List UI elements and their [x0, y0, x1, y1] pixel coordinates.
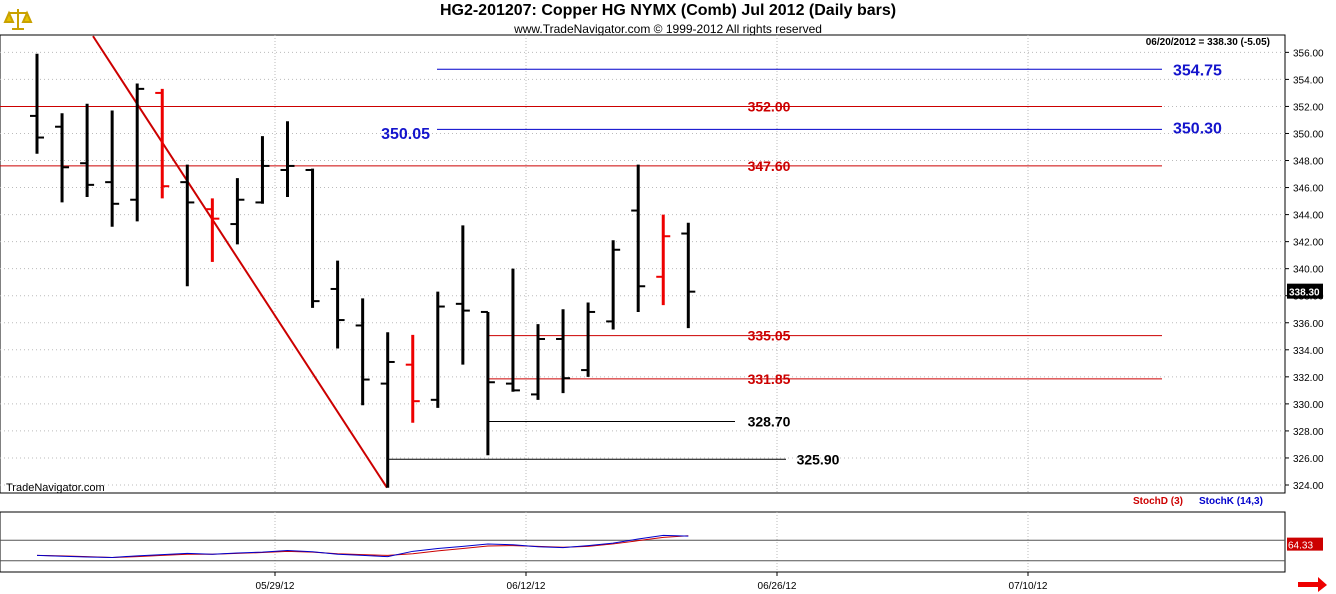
last-price-label: 338.30 [1289, 288, 1320, 299]
red-right-arrow-icon[interactable] [1298, 577, 1327, 592]
level-label-328-70: 328.70 [748, 413, 791, 429]
date-axis: 05/29/12 06/12/12 06/26/12 07/10/12 [256, 572, 1048, 592]
price-tick-label: 332.00 [1293, 373, 1324, 384]
levels-layer: 354.75 352.00 350.30 350.05 347.60 335.05 331.… [0, 62, 1222, 467]
price-tick-label: 342.00 [1293, 238, 1324, 249]
last-price-box [1287, 283, 1323, 299]
ohlc-bar [230, 178, 245, 245]
ohlc-bar [105, 110, 120, 227]
ohlc-bar [205, 198, 220, 262]
trend-layer [92, 35, 388, 489]
price-tick-label: 356.00 [1293, 48, 1324, 59]
stochk-legend: StochK (14,3) [1199, 496, 1263, 507]
stoch-value-label: 64.33 [1288, 541, 1313, 552]
ohlc-bar [606, 240, 621, 330]
ohlc-bar [480, 310, 495, 456]
stochd-legend: StochD (3) [1133, 496, 1183, 507]
ohlc-bar [255, 136, 270, 204]
price-tick-label: 354.00 [1293, 75, 1324, 86]
level-label-335-05: 335.05 [748, 328, 791, 344]
ohlc-bar [180, 164, 195, 287]
ohlc-bar [380, 332, 395, 488]
ohlc-bar [505, 268, 520, 392]
stochastic-panel: 7564.33 [0, 534, 1323, 562]
ohlc-bar [556, 309, 571, 394]
chart-title: HG2-201207: Copper HG NYMX (Comb) Jul 20… [439, 2, 897, 19]
ohlc-bar [631, 164, 646, 312]
price-tick-label: 346.00 [1293, 184, 1324, 195]
date-tick-label: 05/29/12 [256, 581, 295, 592]
price-tick-label: 330.00 [1293, 400, 1324, 411]
ohlc-bar [455, 225, 470, 365]
price-tick-label: 340.00 [1293, 265, 1324, 276]
ohlc-bar [155, 88, 170, 199]
level-label-352-00: 352.00 [748, 98, 791, 114]
ohlc-bar [80, 103, 95, 198]
ohlc-bar [355, 298, 370, 406]
price-tick-label: 350.00 [1293, 129, 1324, 140]
price-tick-label: 344.00 [1293, 211, 1324, 222]
watermark: TradeNavigator.com [6, 482, 105, 494]
price-tick-label: 324.00 [1293, 481, 1324, 492]
price-tick-label: 336.00 [1293, 319, 1324, 330]
downtrend-line [92, 35, 388, 489]
date-tick-label: 06/26/12 [758, 581, 797, 592]
ohlc-bar [430, 291, 445, 408]
price-tick-label: 334.00 [1293, 346, 1324, 357]
level-label-354-75: 354.75 [1173, 62, 1222, 79]
level-label-331-85: 331.85 [748, 371, 791, 387]
ohlc-bar [581, 302, 596, 377]
ohlc-bar [305, 168, 320, 308]
ohlc-bar [30, 53, 44, 154]
price-tick-label: 328.00 [1293, 427, 1324, 438]
copyright-notice: www.TradeNavigator.com © 1999-2012 All r… [514, 22, 822, 36]
price-tick-label: 348.00 [1293, 157, 1324, 168]
stochk-line [36, 534, 689, 558]
gold-scale-logo-icon [3, 6, 33, 34]
level-label-325-90: 325.90 [797, 451, 840, 467]
ohlc-bar [405, 334, 420, 423]
level-label-350-30: 350.30 [1173, 120, 1222, 137]
level-label-350-05: 350.05 [381, 126, 430, 143]
stoch-panel-frame [0, 511, 1286, 573]
price-tick-label: 352.00 [1293, 102, 1324, 113]
level-label-347-60: 347.60 [748, 158, 791, 174]
price-bars [30, 53, 696, 488]
price-axis: 324.00 326.00 328.00 330.00 332.00 334.00 336.… [1285, 48, 1324, 492]
price-tick-label: 326.00 [1293, 454, 1324, 465]
ohlc-bar [531, 324, 545, 400]
date-tick-label: 06/12/12 [507, 581, 546, 592]
date-tick-label: 07/10/12 [1009, 581, 1048, 592]
ohlc-bar [130, 83, 145, 222]
ohlc-bar [330, 260, 345, 349]
ohlc-bar [656, 214, 671, 306]
grid-layer [0, 34, 1286, 573]
ohlc-bar [681, 222, 696, 329]
price-readout: 06/20/2012 = 338.30 (-5.05) [1145, 37, 1270, 48]
stochd-line [36, 535, 689, 558]
ohlc-bar [55, 113, 70, 203]
ohlc-bar [280, 121, 295, 198]
stoch-value-box [1287, 537, 1323, 551]
price-panel-frame [0, 34, 1286, 494]
